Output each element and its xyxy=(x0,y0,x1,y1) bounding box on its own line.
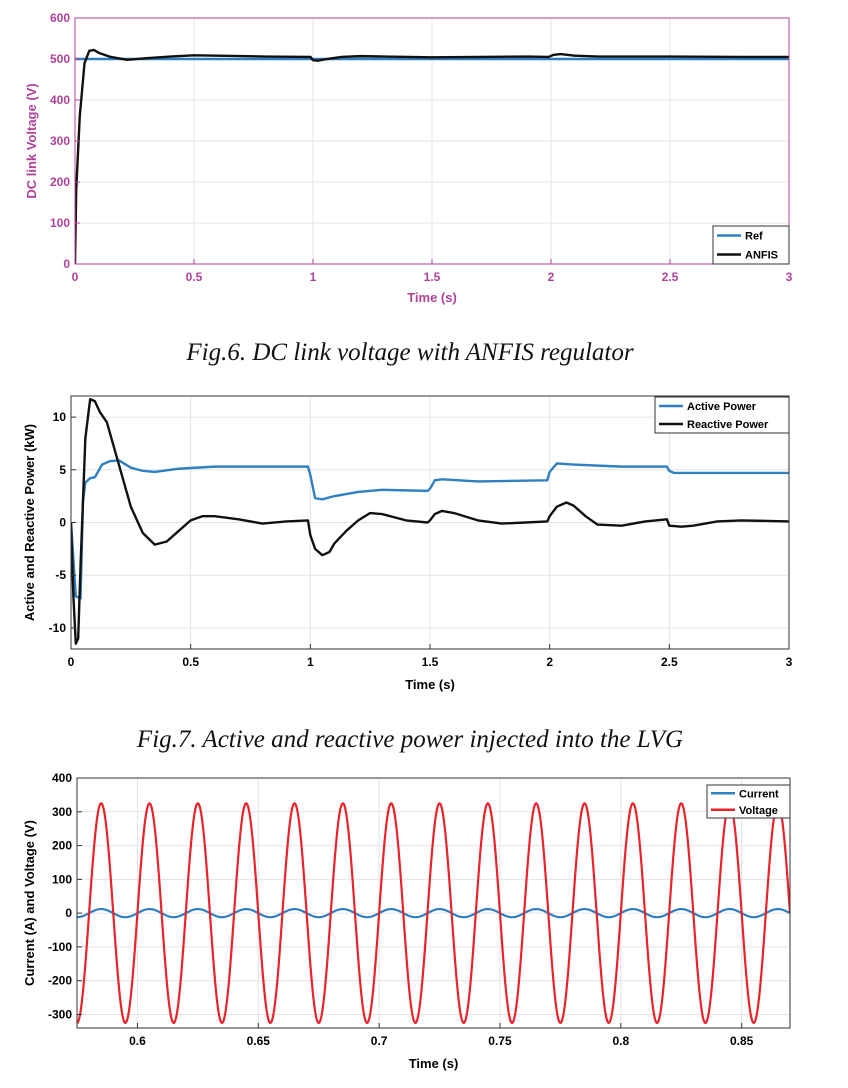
legend: Ref ANFIS xyxy=(712,225,790,265)
x-tick-label: 3 xyxy=(786,655,793,669)
y-tick-label: 0 xyxy=(59,516,66,530)
series-line-current xyxy=(77,907,790,919)
y-tick-label: 500 xyxy=(50,52,70,66)
x-tick-label: 1.5 xyxy=(422,655,439,669)
y-tick-label: 100 xyxy=(52,872,72,886)
legend-label: Voltage xyxy=(739,805,778,817)
x-tick-label: 0.5 xyxy=(182,655,199,669)
y-tick-label: 200 xyxy=(50,175,70,189)
y-tick-label: 600 xyxy=(50,11,70,25)
series-line-anfis xyxy=(75,48,789,264)
fig6-caption: Fig.6. DC link voltage with ANFIS regula… xyxy=(185,339,633,366)
x-tick-label: 2 xyxy=(546,655,553,669)
legend-box xyxy=(654,396,790,434)
legend-label: Current xyxy=(739,788,779,800)
y-tick-label: 0 xyxy=(63,257,70,271)
y-tick-label: 10 xyxy=(53,410,67,424)
x-tick-label: 2.5 xyxy=(661,655,678,669)
x-axis-label: Time (s) xyxy=(405,677,455,692)
dc-link-chart: 0 0.5 1 1.5 2 2.5 3 0 100 200 300 400 500 600 Time (s)… xyxy=(24,11,793,305)
x-tick-label: 0 xyxy=(72,270,79,284)
y-tick-label: -100 xyxy=(48,940,72,954)
y-tick-label: 5 xyxy=(59,463,66,477)
x-tick-label: 1.5 xyxy=(424,270,441,284)
legend-label: Active Power xyxy=(687,401,757,413)
y-tick-label: 400 xyxy=(50,93,70,107)
legend-label: Ref xyxy=(745,231,763,243)
legend-label: Reactive Power xyxy=(687,419,769,431)
y-tick-label: -300 xyxy=(48,1007,72,1021)
y-tick-label: 0 xyxy=(65,906,72,920)
y-axis-label: DC link Voltage (V) xyxy=(24,83,39,198)
y-axis-label: Current (A) and Voltage (V) xyxy=(22,820,37,986)
y-tick-label: -200 xyxy=(48,974,72,988)
y-tick-label: -5 xyxy=(55,568,66,582)
x-tick-label: 0.7 xyxy=(371,1034,388,1048)
x-tick-label: 0.85 xyxy=(730,1034,754,1048)
legend: Current Voltage xyxy=(706,784,791,819)
axes-box xyxy=(76,777,791,1029)
x-tick-label: 0.65 xyxy=(247,1034,271,1048)
plot-area xyxy=(77,778,790,1028)
x-tick-label: 0.6 xyxy=(129,1034,146,1048)
legend-box xyxy=(712,225,790,265)
x-tick-label: 2 xyxy=(548,270,555,284)
y-tick-label: 400 xyxy=(52,771,72,785)
legend-label: ANFIS xyxy=(745,250,778,262)
y-axis-label: Active and Reactive Power (kW) xyxy=(22,424,37,621)
series-line-reactive-power xyxy=(71,397,789,645)
x-tick-label: 0.8 xyxy=(612,1034,629,1048)
x-tick-label: 0.75 xyxy=(488,1034,512,1048)
y-tick-label: 300 xyxy=(50,134,70,148)
x-tick-label: 2.5 xyxy=(662,270,679,284)
series-line-voltage xyxy=(77,802,790,1025)
x-axis-label: Time (s) xyxy=(409,1056,459,1071)
legend-box xyxy=(706,784,791,819)
fig7-caption: Fig.7. Active and reactive power injecte… xyxy=(136,726,683,753)
y-tick-label: 300 xyxy=(52,805,72,819)
series-line-active-power xyxy=(71,459,789,600)
x-tick-label: 1 xyxy=(307,655,314,669)
y-tick-label: -10 xyxy=(49,621,67,635)
x-tick-label: 1 xyxy=(310,270,317,284)
legend: Active Power Reactive Power xyxy=(654,396,790,434)
x-tick-label: 3 xyxy=(786,270,793,284)
y-tick-label: 100 xyxy=(50,216,70,230)
power-chart: 0 0.5 1 1.5 2 2.5 3 -10 -5 0 5 10 Time (s) Active and… xyxy=(22,395,793,692)
x-tick-label: 0 xyxy=(68,655,75,669)
y-tick-label: 200 xyxy=(52,839,72,853)
current-voltage-chart: 0.6 0.65 0.7 0.75 0.8 0.85 -300 -200 -100 0 100 200… xyxy=(22,771,791,1071)
x-axis-label: Time (s) xyxy=(407,290,457,305)
x-tick-label: 0.5 xyxy=(186,270,203,284)
